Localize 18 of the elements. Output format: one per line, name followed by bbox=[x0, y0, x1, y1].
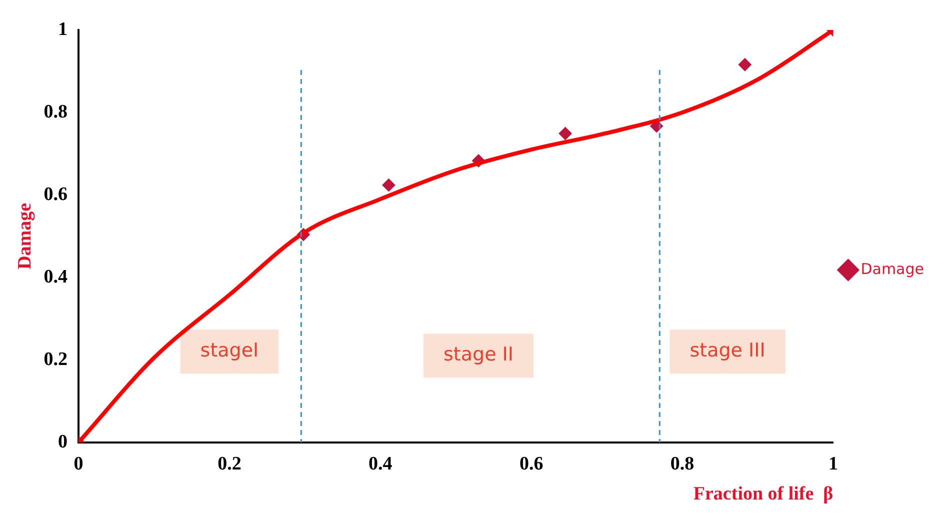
x-tick-label: 0 bbox=[74, 454, 84, 475]
y-tick-label: 0 bbox=[58, 431, 68, 452]
x-tick-label: 1 bbox=[828, 454, 838, 475]
legend-label: Damage bbox=[860, 260, 924, 278]
x-tick-label: 0.4 bbox=[368, 454, 393, 475]
annotation: stageI bbox=[200, 340, 259, 362]
annotation: stage II bbox=[444, 344, 514, 366]
x-axis-title: Fraction of life β bbox=[693, 484, 834, 505]
y-tick-label: 1 bbox=[58, 18, 68, 40]
x-tick-label: 0.8 bbox=[670, 454, 694, 475]
y-axis-title: Damage bbox=[14, 202, 36, 270]
y-tick-label: 0.2 bbox=[44, 348, 68, 370]
x-tick-label: 0.2 bbox=[218, 454, 242, 475]
y-tick-label: 0.4 bbox=[44, 266, 68, 288]
y-tick-label: 0.6 bbox=[44, 184, 68, 205]
x-tick-label: 0.6 bbox=[519, 454, 544, 475]
y-tick-label: 0.8 bbox=[44, 101, 68, 122]
annotation: stage III bbox=[690, 340, 766, 362]
